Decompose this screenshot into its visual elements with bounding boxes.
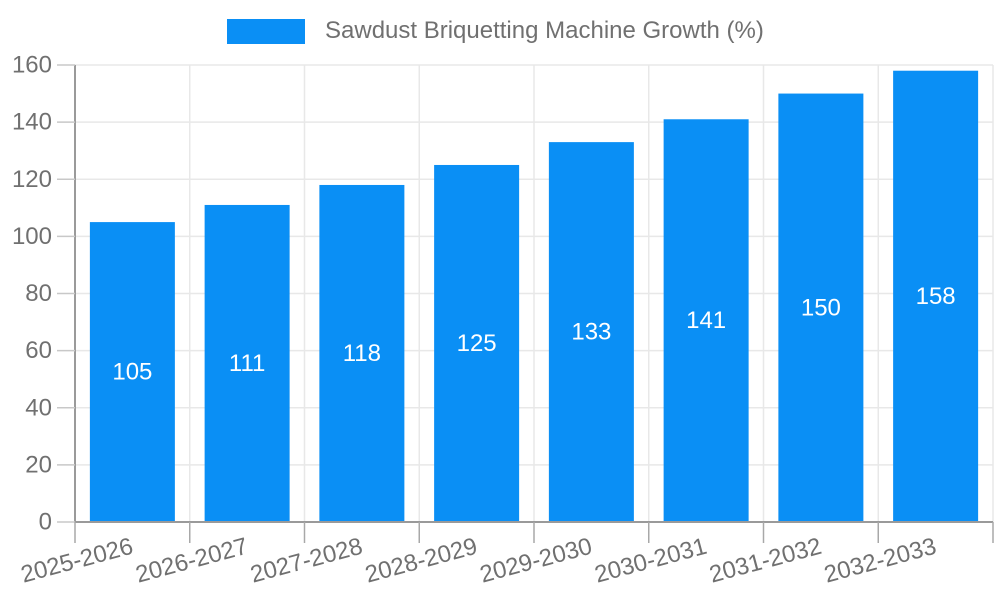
y-tick-label: 40 <box>25 394 52 421</box>
x-tick-label: 2029-2030 <box>477 533 595 589</box>
legend-label: Sawdust Briquetting Machine Growth (%) <box>325 17 764 44</box>
x-tick-label: 2028-2029 <box>362 533 480 589</box>
x-tick-label: 2027-2028 <box>248 533 366 589</box>
y-tick-label: 20 <box>25 451 52 478</box>
bar-value-label: 111 <box>229 350 265 377</box>
y-tick-label: 80 <box>25 280 52 307</box>
bar-value-label: 133 <box>571 319 611 346</box>
legend-swatch <box>227 18 305 44</box>
bar-2032-2033 <box>893 70 979 523</box>
y-tick-label: 140 <box>12 109 52 136</box>
bar-2031-2032 <box>778 93 864 522</box>
bar-2029-2030 <box>548 142 634 522</box>
bar-value-label: 105 <box>112 359 152 386</box>
bar-2030-2031 <box>663 119 749 523</box>
y-tick-label: 120 <box>12 166 52 193</box>
x-tick-label: 2025-2026 <box>18 533 136 589</box>
bar-value-label: 158 <box>916 283 956 310</box>
x-tick-label: 2030-2031 <box>592 533 710 589</box>
bar-value-label: 125 <box>457 330 497 357</box>
bar-2028-2029 <box>434 164 520 522</box>
y-tick-label: 60 <box>25 337 52 364</box>
y-tick-label: 100 <box>12 223 52 250</box>
y-tick-label: 0 <box>39 509 52 536</box>
y-tick-label: 160 <box>12 52 52 79</box>
x-tick-label: 2026-2027 <box>133 533 251 589</box>
x-tick-label: 2031-2032 <box>707 533 825 589</box>
bar-value-label: 118 <box>343 340 381 367</box>
bar-2026-2027 <box>204 204 290 523</box>
legend-item[interactable]: Sawdust Briquetting Machine Growth (%) <box>227 17 764 45</box>
bar-value-label: 150 <box>801 294 841 321</box>
bar-2025-2026 <box>89 222 175 522</box>
bar-2027-2028 <box>319 184 405 522</box>
bar-value-label: 141 <box>686 307 726 334</box>
x-tick-label: 2032-2033 <box>821 533 939 589</box>
